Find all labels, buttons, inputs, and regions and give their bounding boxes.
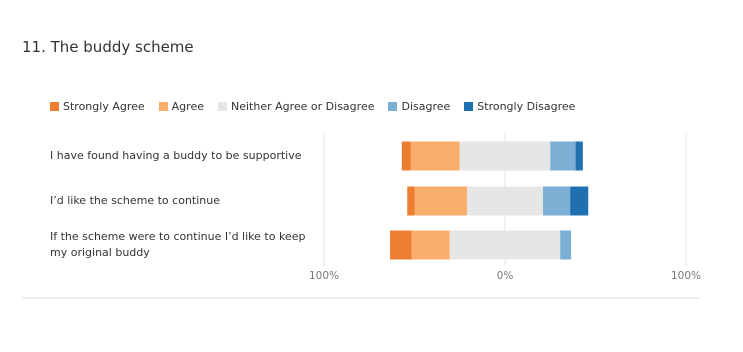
- bar-segment: [560, 230, 572, 260]
- bar-segment: [407, 186, 415, 216]
- legend-swatch: [50, 102, 59, 111]
- legend-swatch: [217, 102, 227, 111]
- legend-swatch: [158, 102, 168, 111]
- x-tick-label: 0%: [496, 270, 514, 282]
- bar-segment: [575, 141, 583, 171]
- chart-title: 11. The buddy scheme: [22, 38, 194, 56]
- bar-segment: [466, 186, 544, 216]
- category-label: I have found having a buddy to be suppor…: [50, 149, 302, 162]
- legend-label: Neither Agree or Disagree: [230, 100, 375, 113]
- bar-segment: [543, 186, 571, 216]
- x-tick-label: 100%: [308, 270, 340, 282]
- bar-segment: [550, 141, 576, 171]
- bar-segment: [459, 141, 551, 171]
- bar-segment: [414, 186, 467, 216]
- bar-segment: [570, 186, 589, 216]
- x-tick-label: 100%: [670, 270, 702, 282]
- legend-item: Strongly Disagree: [464, 100, 575, 113]
- legend-label: Strongly Agree: [63, 100, 145, 113]
- legend: Strongly Agree Agree Neither Agree or Disa…: [50, 100, 575, 113]
- legend-label: Strongly Disagree: [477, 100, 576, 113]
- legend-swatch: [464, 102, 474, 111]
- legend-item: Agree: [158, 100, 204, 113]
- bar-segment: [390, 230, 412, 260]
- bar-segment: [410, 141, 460, 171]
- category-label: If the scheme were to continue I’d like …: [50, 230, 306, 259]
- legend-swatch: [388, 102, 398, 111]
- legend-item: Strongly Agree: [50, 100, 145, 113]
- bar-segment: [411, 230, 450, 260]
- legend-item: Disagree: [388, 100, 450, 113]
- bar-segment: [401, 141, 411, 171]
- category-label: I’d like the scheme to continue: [50, 194, 220, 207]
- legend-label: Agree: [171, 100, 204, 113]
- legend-label: Disagree: [401, 100, 451, 113]
- bar-segment: [449, 230, 561, 260]
- legend-item: Neither Agree or Disagree: [217, 100, 375, 113]
